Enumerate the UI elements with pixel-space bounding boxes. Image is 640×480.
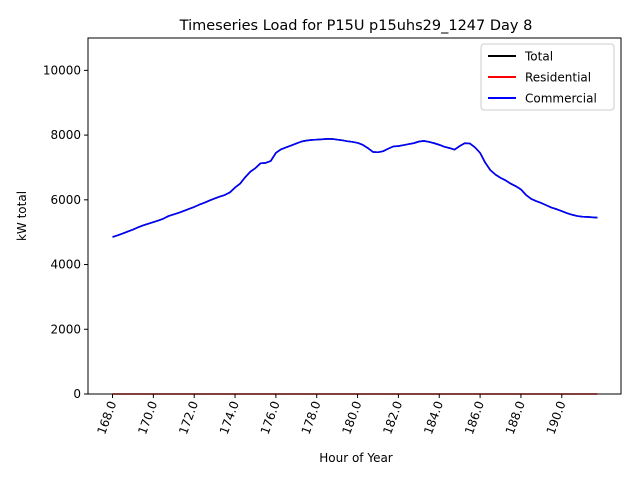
legend: Total Residential Commercial — [480, 43, 615, 111]
series-line-commercial — [112, 138, 598, 238]
y-axis-ticks: 0 2000 4000 6000 8000 10000 — [43, 63, 88, 401]
y-tick-label: 0 — [73, 387, 81, 401]
legend-label-commercial: Commercial — [525, 92, 597, 106]
legend-box — [480, 43, 615, 111]
axes-frame — [87, 37, 622, 395]
y-tick-label: 2000 — [50, 322, 81, 336]
y-tick-label: 4000 — [50, 258, 81, 272]
y-axis-label: kW total — [15, 191, 29, 241]
plot-area — [87, 37, 622, 395]
chart-title: Timeseries Load for P15U p15uhs29_1247 D… — [179, 18, 533, 34]
y-tick-label: 6000 — [50, 193, 81, 207]
y-tick-label: 8000 — [50, 128, 81, 142]
y-tick-label: 10000 — [43, 63, 81, 77]
x-axis-label: Hour of Year — [319, 451, 393, 465]
legend-label-total: Total — [524, 50, 553, 64]
legend-label-residential: Residential — [525, 71, 591, 85]
